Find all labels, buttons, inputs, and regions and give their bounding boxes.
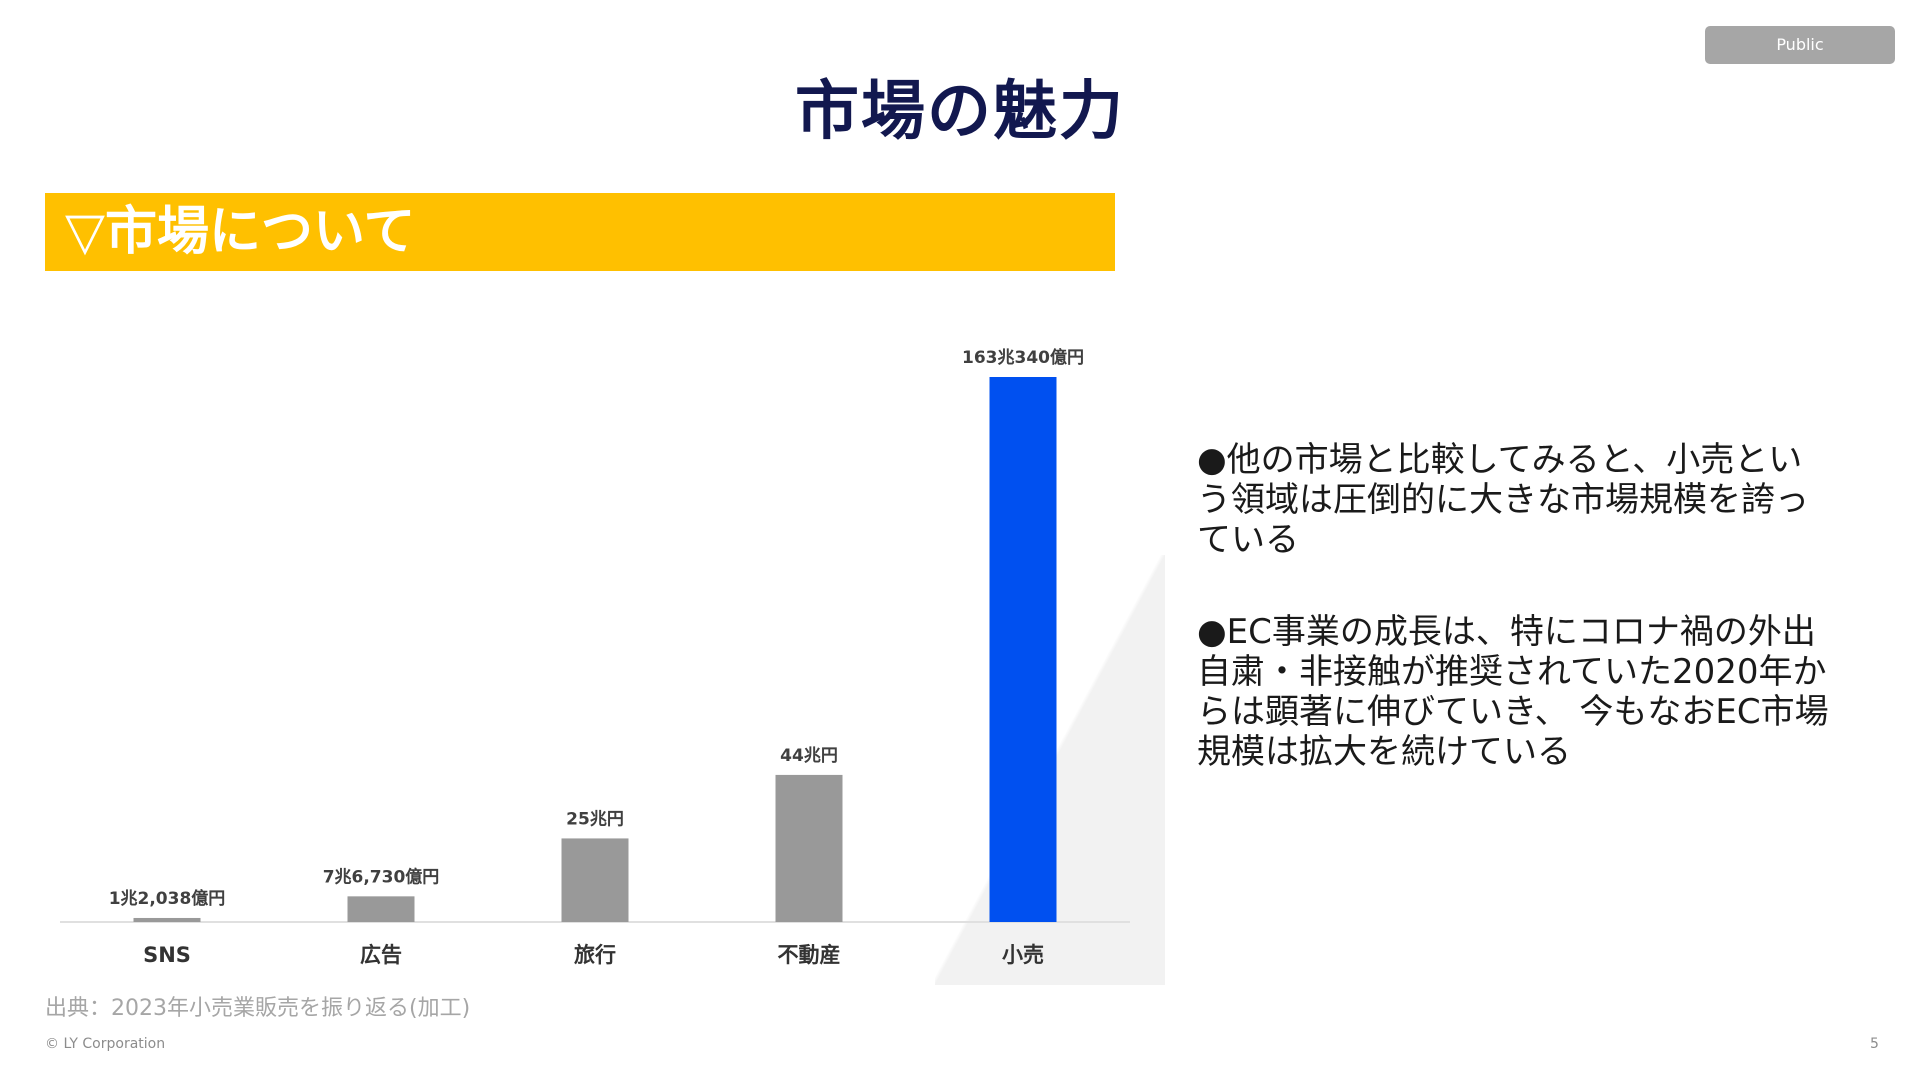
source-note: 出典：2023年小売業販売を振り返る(加工) [45,996,471,1021]
bar-3 [775,774,843,922]
bar-0 [133,917,201,922]
bar-4 [989,377,1057,922]
data-label-3: 44兆円 [780,746,838,766]
data-label-1: 7兆6,730億円 [323,866,440,887]
copyright: © LY Corporation [45,1036,166,1052]
category-label-4: 小売 [1002,943,1044,967]
bar-1 [347,896,415,922]
category-label-1: 広告 [360,943,402,967]
page-number: 5 [1870,1036,1879,1052]
bullet-list: ●他の市場と比較してみると、小売とい う領域は圧倒的に大きな市場規模を誇っ てい… [1197,440,1897,824]
bullet-ec-growth: ●EC事業の成長は、特にコロナ禍の外出 自粛・非接触が推奨されていた2020年か… [1197,612,1829,772]
data-label-4: 163兆340億円 [962,347,1084,368]
section-banner: ▽市場について [45,193,1115,271]
bar-2 [561,838,629,922]
data-label-2: 25兆円 [566,809,624,829]
bullet-retail-dominance: ●他の市場と比較してみると、小売とい う領域は圧倒的に大きな市場規模を誇っ てい… [1197,440,1809,560]
data-label-0: 1兆2,038億円 [109,888,226,909]
page-title: 市場の魅力 [795,75,1125,149]
category-label-2: 旅行 [574,943,616,967]
category-label-0: SNS [143,943,191,967]
category-label-3: 不動産 [778,943,841,967]
section-heading: ▽市場について [65,202,416,262]
public-badge: Public [1705,26,1895,64]
